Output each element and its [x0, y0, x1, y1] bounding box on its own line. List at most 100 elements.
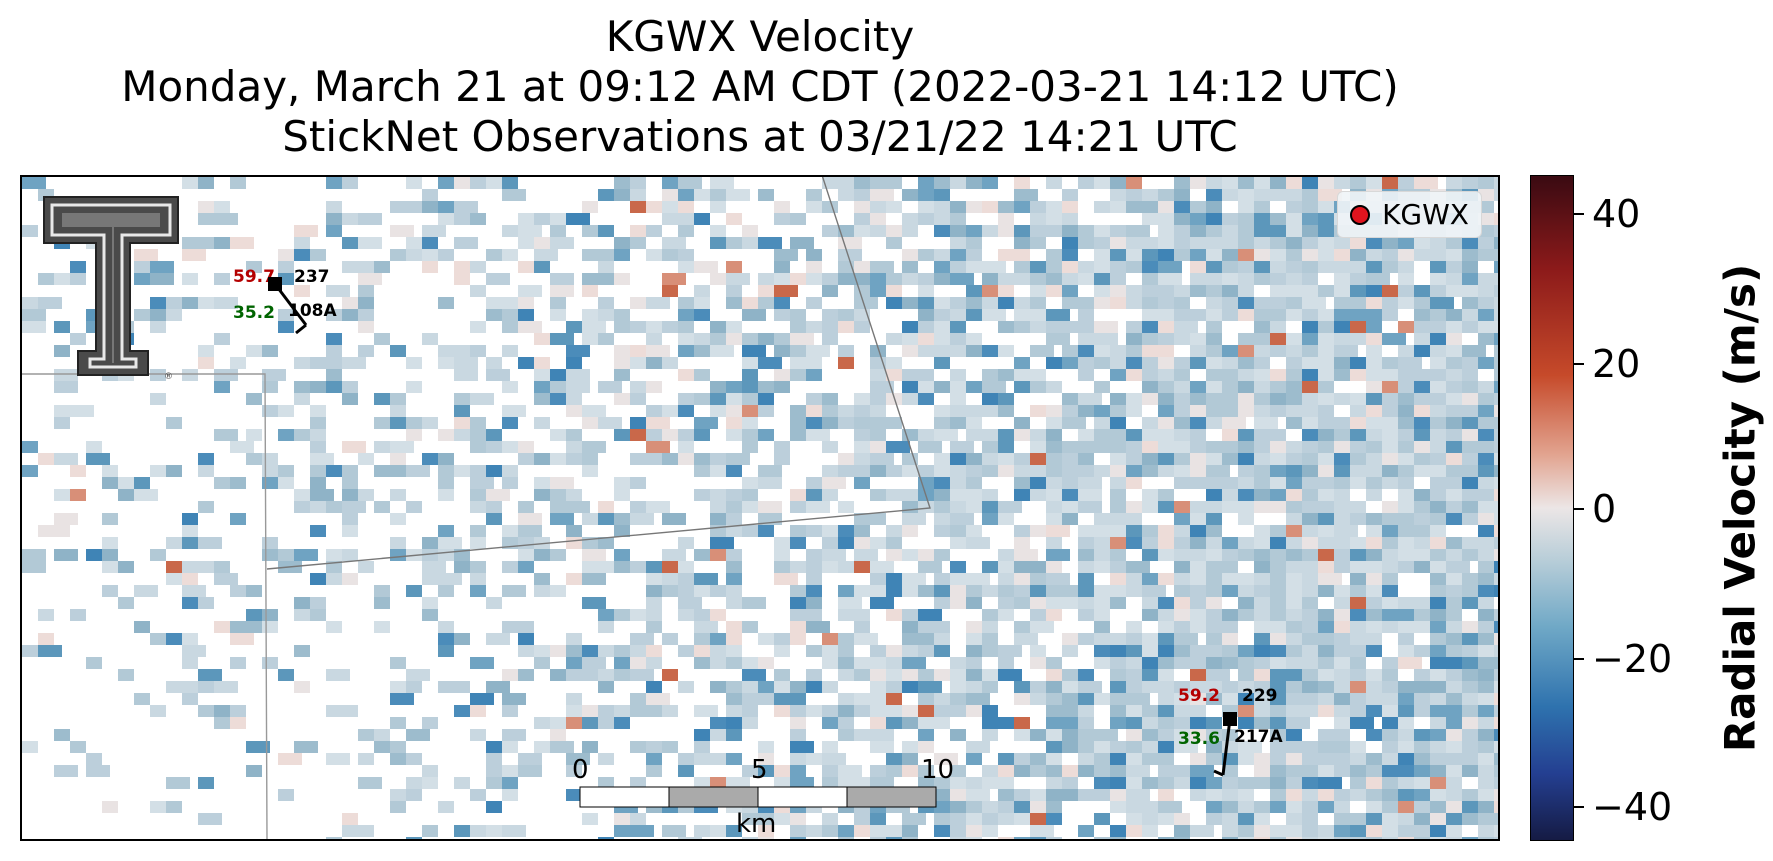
velocity-gate: [310, 609, 326, 621]
velocity-gate: [934, 357, 950, 369]
velocity-gate: [710, 453, 726, 465]
velocity-gate: [470, 345, 486, 357]
velocity-gate: [1494, 501, 1498, 513]
velocity-gate: [294, 609, 310, 621]
velocity-gate: [902, 513, 926, 525]
velocity-gate: [1318, 237, 1334, 249]
velocity-gate: [1318, 573, 1342, 585]
velocity-gate: [1190, 465, 1206, 477]
velocity-gate: [1206, 189, 1222, 201]
velocity-gate: [1334, 297, 1350, 309]
velocity-gate: [934, 645, 950, 657]
velocity-gate: [710, 225, 726, 237]
velocity-gate: [1446, 633, 1462, 645]
velocity-gate: [1446, 645, 1462, 657]
velocity-gate: [1206, 393, 1222, 405]
velocity-gate: [902, 333, 918, 345]
velocity-gate: [870, 189, 894, 201]
velocity-gate: [870, 285, 886, 297]
velocity-gate: [614, 189, 630, 201]
velocity-gate: [1062, 297, 1078, 309]
velocity-gate: [566, 405, 582, 417]
velocity-gate: [886, 645, 902, 657]
velocity-gate: [998, 513, 1014, 525]
velocity-gate: [966, 489, 982, 501]
velocity-gate: [934, 225, 950, 237]
velocity-gate: [182, 237, 198, 249]
velocity-gate: [214, 237, 230, 249]
velocity-gate: [342, 501, 366, 513]
velocity-gate: [902, 633, 918, 645]
velocity-gate: [950, 345, 966, 357]
velocity-gate: [694, 489, 710, 501]
velocity-gate: [1446, 405, 1462, 417]
velocity-gate: [1334, 441, 1350, 453]
velocity-gate: [1494, 513, 1498, 525]
velocity-gate: [390, 249, 406, 261]
velocity-gate: [294, 429, 310, 441]
velocity-gate: [854, 465, 870, 477]
velocity-gate: [406, 177, 422, 189]
velocity-gate: [1414, 489, 1430, 501]
radar-map[interactable]: ® KGWX 59.7 237 35.2 108A 59.2 229 33.6 …: [20, 175, 1500, 841]
velocity-gate: [1382, 261, 1398, 273]
velocity-gate: [934, 477, 950, 489]
velocity-gate: [1142, 525, 1158, 537]
velocity-gate: [630, 633, 654, 645]
velocity-gate: [1286, 441, 1302, 453]
velocity-gate: [1126, 621, 1142, 633]
velocity-gate: [1270, 645, 1286, 657]
velocity-gate: [1462, 405, 1478, 417]
velocity-gate: [1158, 225, 1174, 237]
velocity-gate: [294, 645, 310, 657]
velocity-gate: [854, 609, 870, 621]
velocity-gate: [566, 213, 590, 225]
velocity-gate: [230, 237, 254, 249]
velocity-gate: [1174, 201, 1190, 213]
velocity-gate: [1494, 345, 1498, 357]
velocity-gate: [1334, 429, 1350, 441]
texas-tech-logo-icon: ®: [43, 196, 179, 382]
velocity-gate: [646, 201, 662, 213]
velocity-gate: [454, 369, 478, 381]
velocity-gate: [1158, 633, 1174, 645]
velocity-gate: [294, 501, 310, 513]
velocity-gate: [1222, 549, 1238, 561]
velocity-gate: [230, 177, 246, 189]
velocity-gate: [646, 657, 662, 669]
velocity-gate: [918, 369, 934, 381]
velocity-gate: [774, 645, 790, 657]
velocity-gate: [358, 213, 382, 225]
velocity-gate: [1494, 357, 1498, 369]
velocity-gate: [918, 285, 934, 297]
velocity-gate: [982, 369, 998, 381]
velocity-gate: [950, 501, 966, 513]
velocity-gate: [1158, 309, 1174, 321]
velocity-gate: [678, 537, 694, 549]
velocity-gate: [1126, 369, 1142, 381]
velocity-gate: [1334, 357, 1350, 369]
velocity-gate: [918, 585, 934, 597]
velocity-gate: [390, 345, 406, 357]
velocity-gate: [966, 573, 990, 585]
velocity-gate: [326, 621, 342, 633]
velocity-gate: [438, 249, 454, 261]
velocity-gate: [1254, 441, 1270, 453]
velocity-gate: [854, 621, 870, 633]
velocity-gate: [1126, 465, 1142, 477]
velocity-gate: [1030, 597, 1046, 609]
velocity-gate: [1110, 525, 1126, 537]
velocity-gate: [1062, 453, 1078, 465]
velocity-gate: [790, 405, 806, 417]
velocity-gate: [1398, 381, 1414, 393]
velocity-gate: [550, 213, 566, 225]
velocity-gate: [1062, 261, 1078, 273]
velocity-gate: [198, 453, 214, 465]
velocity-gate: [1270, 189, 1286, 201]
velocity-gate: [502, 321, 518, 333]
velocity-gate: [470, 321, 486, 333]
velocity-gate: [774, 441, 790, 453]
velocity-gate: [486, 369, 510, 381]
velocity-gate: [822, 477, 846, 489]
velocity-gate: [1430, 561, 1446, 573]
